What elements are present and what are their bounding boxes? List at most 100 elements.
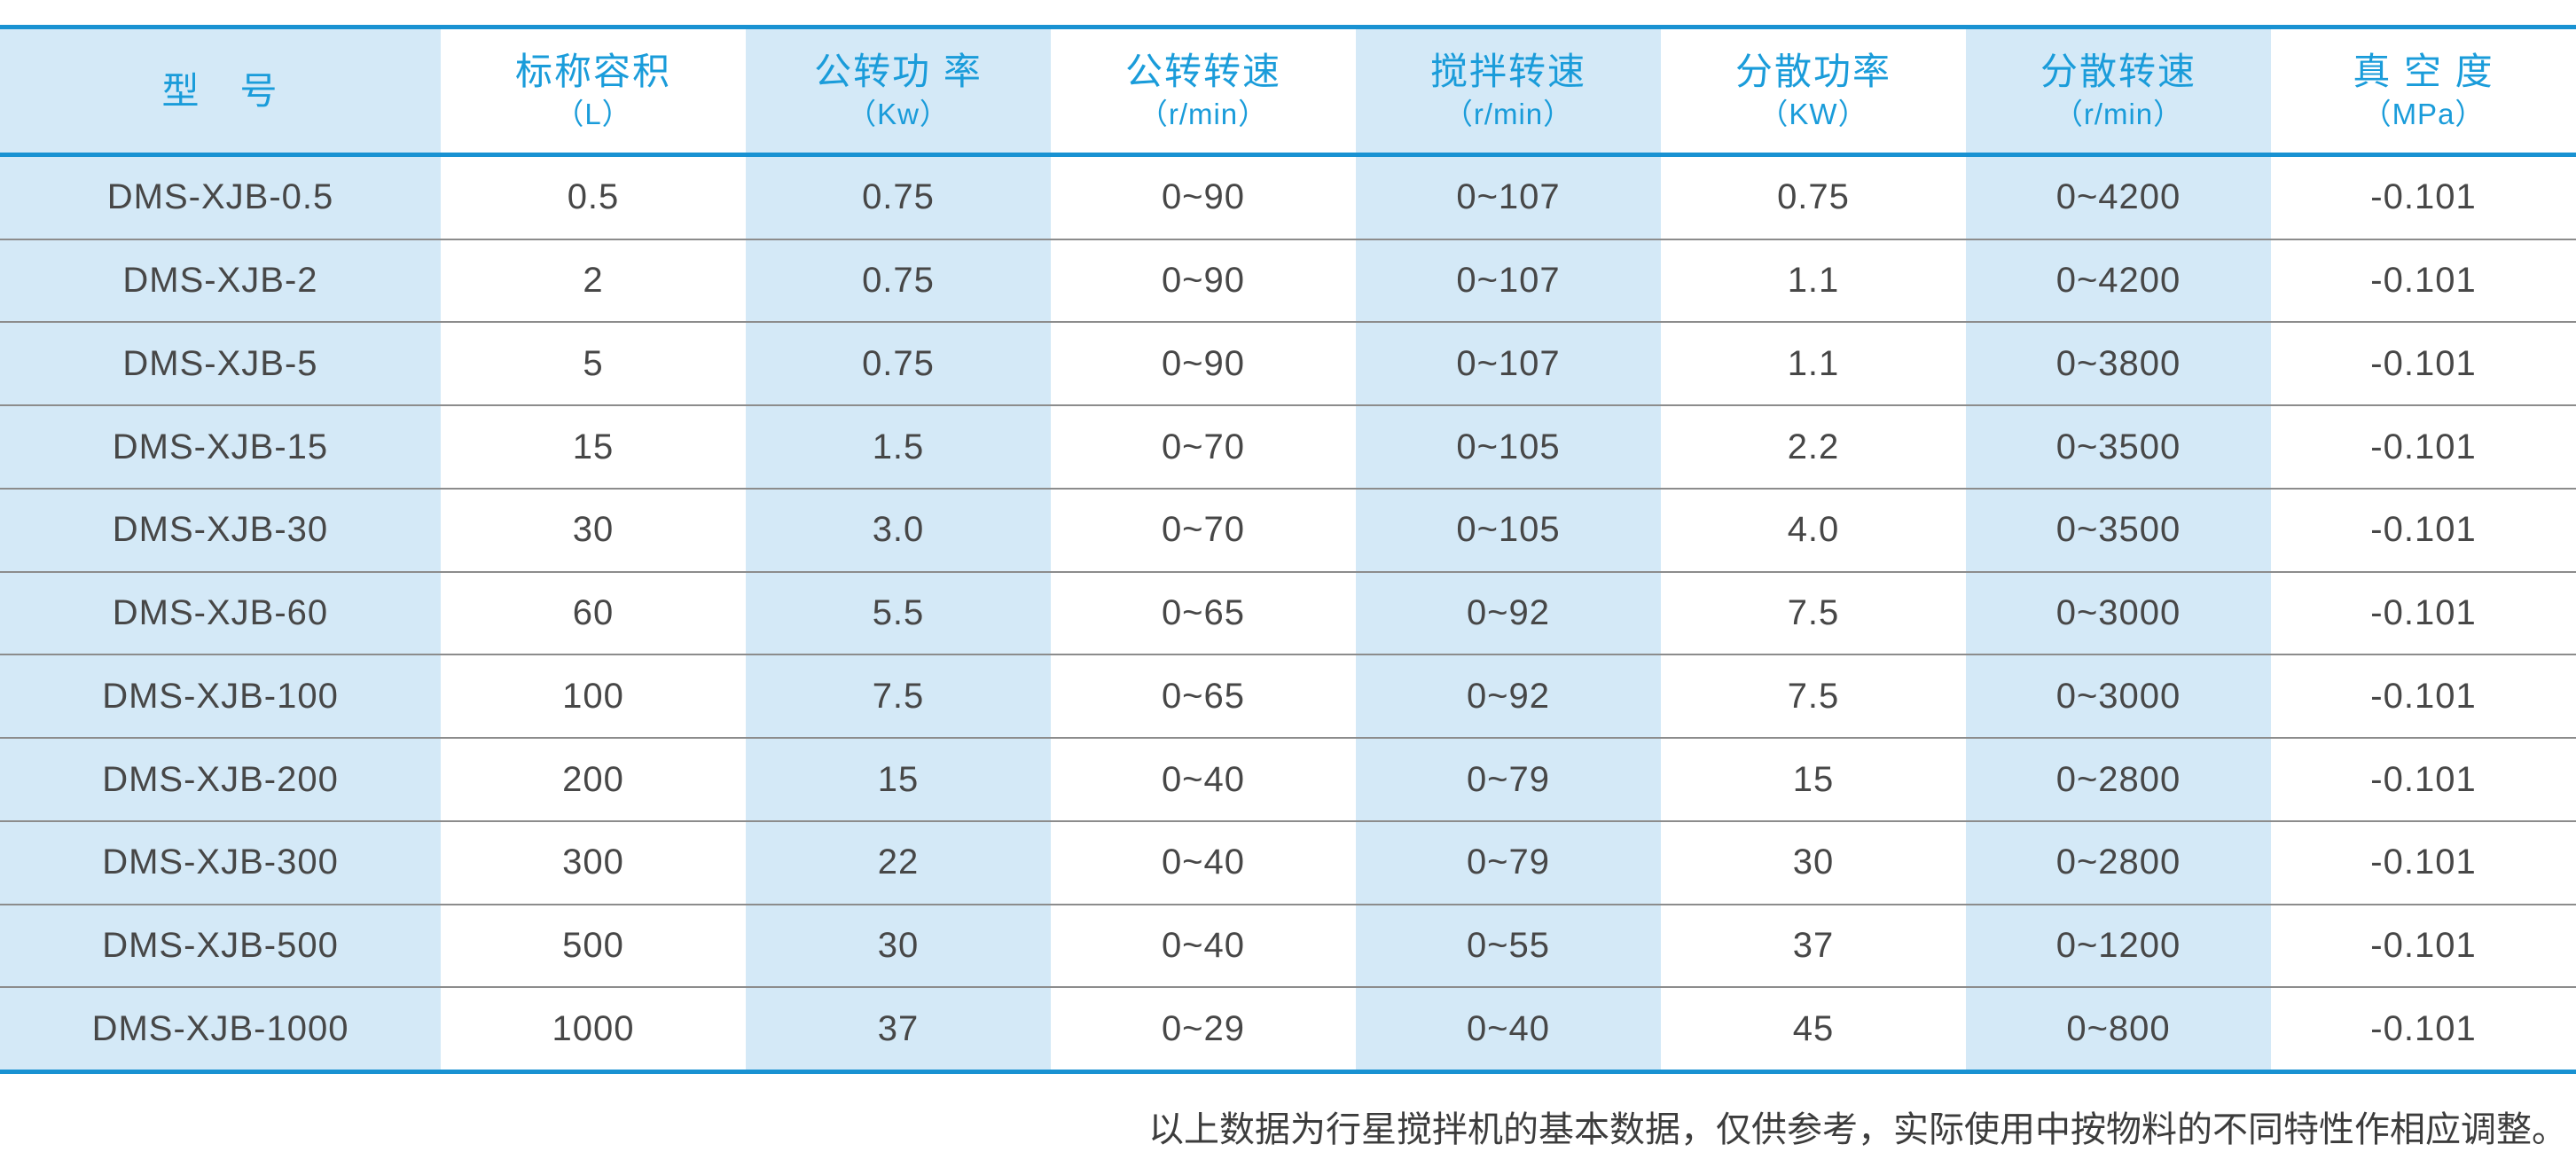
model-cell: DMS-XJB-500 <box>0 905 441 987</box>
value-cell: 0~92 <box>1356 572 1661 654</box>
header-cell-2: 公转功 率 （Kw） <box>746 29 1051 153</box>
header-unit: （r/min） <box>1138 98 1269 130</box>
model-cell: DMS-XJB-1000 <box>0 988 441 1070</box>
value-cell: 0~107 <box>1356 157 1661 239</box>
header-unit: （r/min） <box>1443 98 1574 130</box>
header-title: 真 空 度 <box>2353 51 2494 92</box>
value-cell: 100 <box>441 655 746 738</box>
model-cell: DMS-XJB-300 <box>0 821 441 904</box>
value-cell: 0~70 <box>1051 406 1356 488</box>
value-cell: 0~4200 <box>1966 239 2271 322</box>
header-title: 分散转速 <box>2040 51 2196 92</box>
header-cell-6: 分散转速 （r/min） <box>1966 29 2271 153</box>
value-cell: 0~79 <box>1356 739 1661 820</box>
table-row-DMS-XJB-100: DMS-XJB-100 100 7.5 0~65 0~92 7.5 0~3000 -0.101 <box>0 654 2576 738</box>
header-separator-line <box>0 153 2576 157</box>
value-cell: 0~107 <box>1356 239 1661 322</box>
table-row-DMS-XJB-2: DMS-XJB-2 2 0.75 0~90 0~107 1.1 0~4200 -0.101 <box>0 238 2576 322</box>
value-cell: 37 <box>1661 905 1966 987</box>
value-cell: 7.5 <box>746 655 1051 738</box>
value-cell: -0.101 <box>2271 905 2576 987</box>
value-cell: 0~3500 <box>1966 406 2271 488</box>
model-cell: DMS-XJB-100 <box>0 655 441 738</box>
value-cell: 5.5 <box>746 572 1051 654</box>
table-row-DMS-XJB-30: DMS-XJB-30 30 3.0 0~70 0~105 4.0 0~3500 -0.101 <box>0 487 2576 571</box>
header-cell-3: 公转转速 （r/min） <box>1051 29 1356 153</box>
value-cell: 15 <box>441 406 746 488</box>
value-cell: 15 <box>1661 739 1966 820</box>
header-unit: （L） <box>554 98 632 130</box>
header-cell-4: 搅拌转速 （r/min） <box>1356 29 1661 153</box>
model-cell: DMS-XJB-0.5 <box>0 157 441 239</box>
table-row-DMS-XJB-5: DMS-XJB-5 5 0.75 0~90 0~107 1.1 0~3800 -0.101 <box>0 321 2576 405</box>
header-unit: （Kw） <box>847 98 950 130</box>
value-cell: 0~90 <box>1051 157 1356 239</box>
value-cell: 0~90 <box>1051 239 1356 322</box>
value-cell: 22 <box>746 821 1051 904</box>
table-top-border <box>0 25 2576 29</box>
model-cell: DMS-XJB-5 <box>0 323 441 405</box>
value-cell: 37 <box>746 988 1051 1070</box>
value-cell: 7.5 <box>1661 655 1966 738</box>
value-cell: 0~107 <box>1356 323 1661 405</box>
value-cell: 0.75 <box>1661 157 1966 239</box>
value-cell: -0.101 <box>2271 239 2576 322</box>
value-cell: -0.101 <box>2271 655 2576 738</box>
value-cell: 0~105 <box>1356 406 1661 488</box>
value-cell: 0~55 <box>1356 905 1661 987</box>
value-cell: 2.2 <box>1661 406 1966 488</box>
value-cell: 0~40 <box>1051 905 1356 987</box>
value-cell: 0~2800 <box>1966 739 2271 820</box>
value-cell: 300 <box>441 821 746 904</box>
footer-note: 以上数据为行星搅拌机的基本数据，仅供参考，实际使用中按物料的不同特性作相应调整。 <box>1148 1109 2567 1149</box>
value-cell: 1.1 <box>1661 239 1966 322</box>
value-cell: 0~65 <box>1051 572 1356 654</box>
value-cell: 45 <box>1661 988 1966 1070</box>
header-title: 搅拌转速 <box>1429 51 1586 92</box>
value-cell: 0~90 <box>1051 323 1356 405</box>
value-cell: 0.75 <box>746 157 1051 239</box>
value-cell: 0~65 <box>1051 655 1356 738</box>
value-cell: 0~3500 <box>1966 489 2271 571</box>
top-margin <box>0 0 2576 25</box>
header-cell-7: 真 空 度 （MPa） <box>2271 29 2576 153</box>
header-cell-5: 分散功率 （KW） <box>1661 29 1966 153</box>
model-cell: DMS-XJB-200 <box>0 739 441 820</box>
value-cell: 500 <box>441 905 746 987</box>
header-title: 型 号 <box>161 69 279 112</box>
value-cell: -0.101 <box>2271 572 2576 654</box>
header-title: 分散功率 <box>1734 51 1891 92</box>
header-title: 标称容积 <box>514 51 671 92</box>
table-row-DMS-XJB-1000: DMS-XJB-1000 1000 37 0~29 0~40 45 0~800 -0.101 <box>0 986 2576 1070</box>
value-cell: 15 <box>746 739 1051 820</box>
value-cell: 0.75 <box>746 323 1051 405</box>
value-cell: 0~40 <box>1051 821 1356 904</box>
value-cell: 5 <box>441 323 746 405</box>
value-cell: 0~92 <box>1356 655 1661 738</box>
value-cell: -0.101 <box>2271 489 2576 571</box>
value-cell: 60 <box>441 572 746 654</box>
table-body: DMS-XJB-0.5 0.5 0.75 0~90 0~107 0.75 0~4200 -0.… <box>0 157 2576 1070</box>
header-cell-1: 标称容积 （L） <box>441 29 746 153</box>
value-cell: 2 <box>441 239 746 322</box>
table-row-DMS-XJB-300: DMS-XJB-300 300 22 0~40 0~79 30 0~2800 -0.101 <box>0 819 2576 904</box>
table-row-DMS-XJB-0.5: DMS-XJB-0.5 0.5 0.75 0~90 0~107 0.75 0~4200 -0.… <box>0 157 2576 239</box>
value-cell: 0~70 <box>1051 489 1356 571</box>
value-cell: 1.1 <box>1661 323 1966 405</box>
value-cell: -0.101 <box>2271 821 2576 904</box>
value-cell: 4.0 <box>1661 489 1966 571</box>
value-cell: -0.101 <box>2271 157 2576 239</box>
value-cell: -0.101 <box>2271 323 2576 405</box>
model-cell: DMS-XJB-60 <box>0 572 441 654</box>
value-cell: -0.101 <box>2271 988 2576 1070</box>
value-cell: 7.5 <box>1661 572 1966 654</box>
value-cell: 0~79 <box>1356 821 1661 904</box>
value-cell: 0.5 <box>441 157 746 239</box>
value-cell: 3.0 <box>746 489 1051 571</box>
footer-area: 以上数据为行星搅拌机的基本数据，仅供参考，实际使用中按物料的不同特性作相应调整。 <box>0 1074 2576 1149</box>
table-row-DMS-XJB-15: DMS-XJB-15 15 1.5 0~70 0~105 2.2 0~3500 -0.101 <box>0 404 2576 488</box>
value-cell: 0~29 <box>1051 988 1356 1070</box>
value-cell: 1.5 <box>746 406 1051 488</box>
value-cell: 1000 <box>441 988 746 1070</box>
